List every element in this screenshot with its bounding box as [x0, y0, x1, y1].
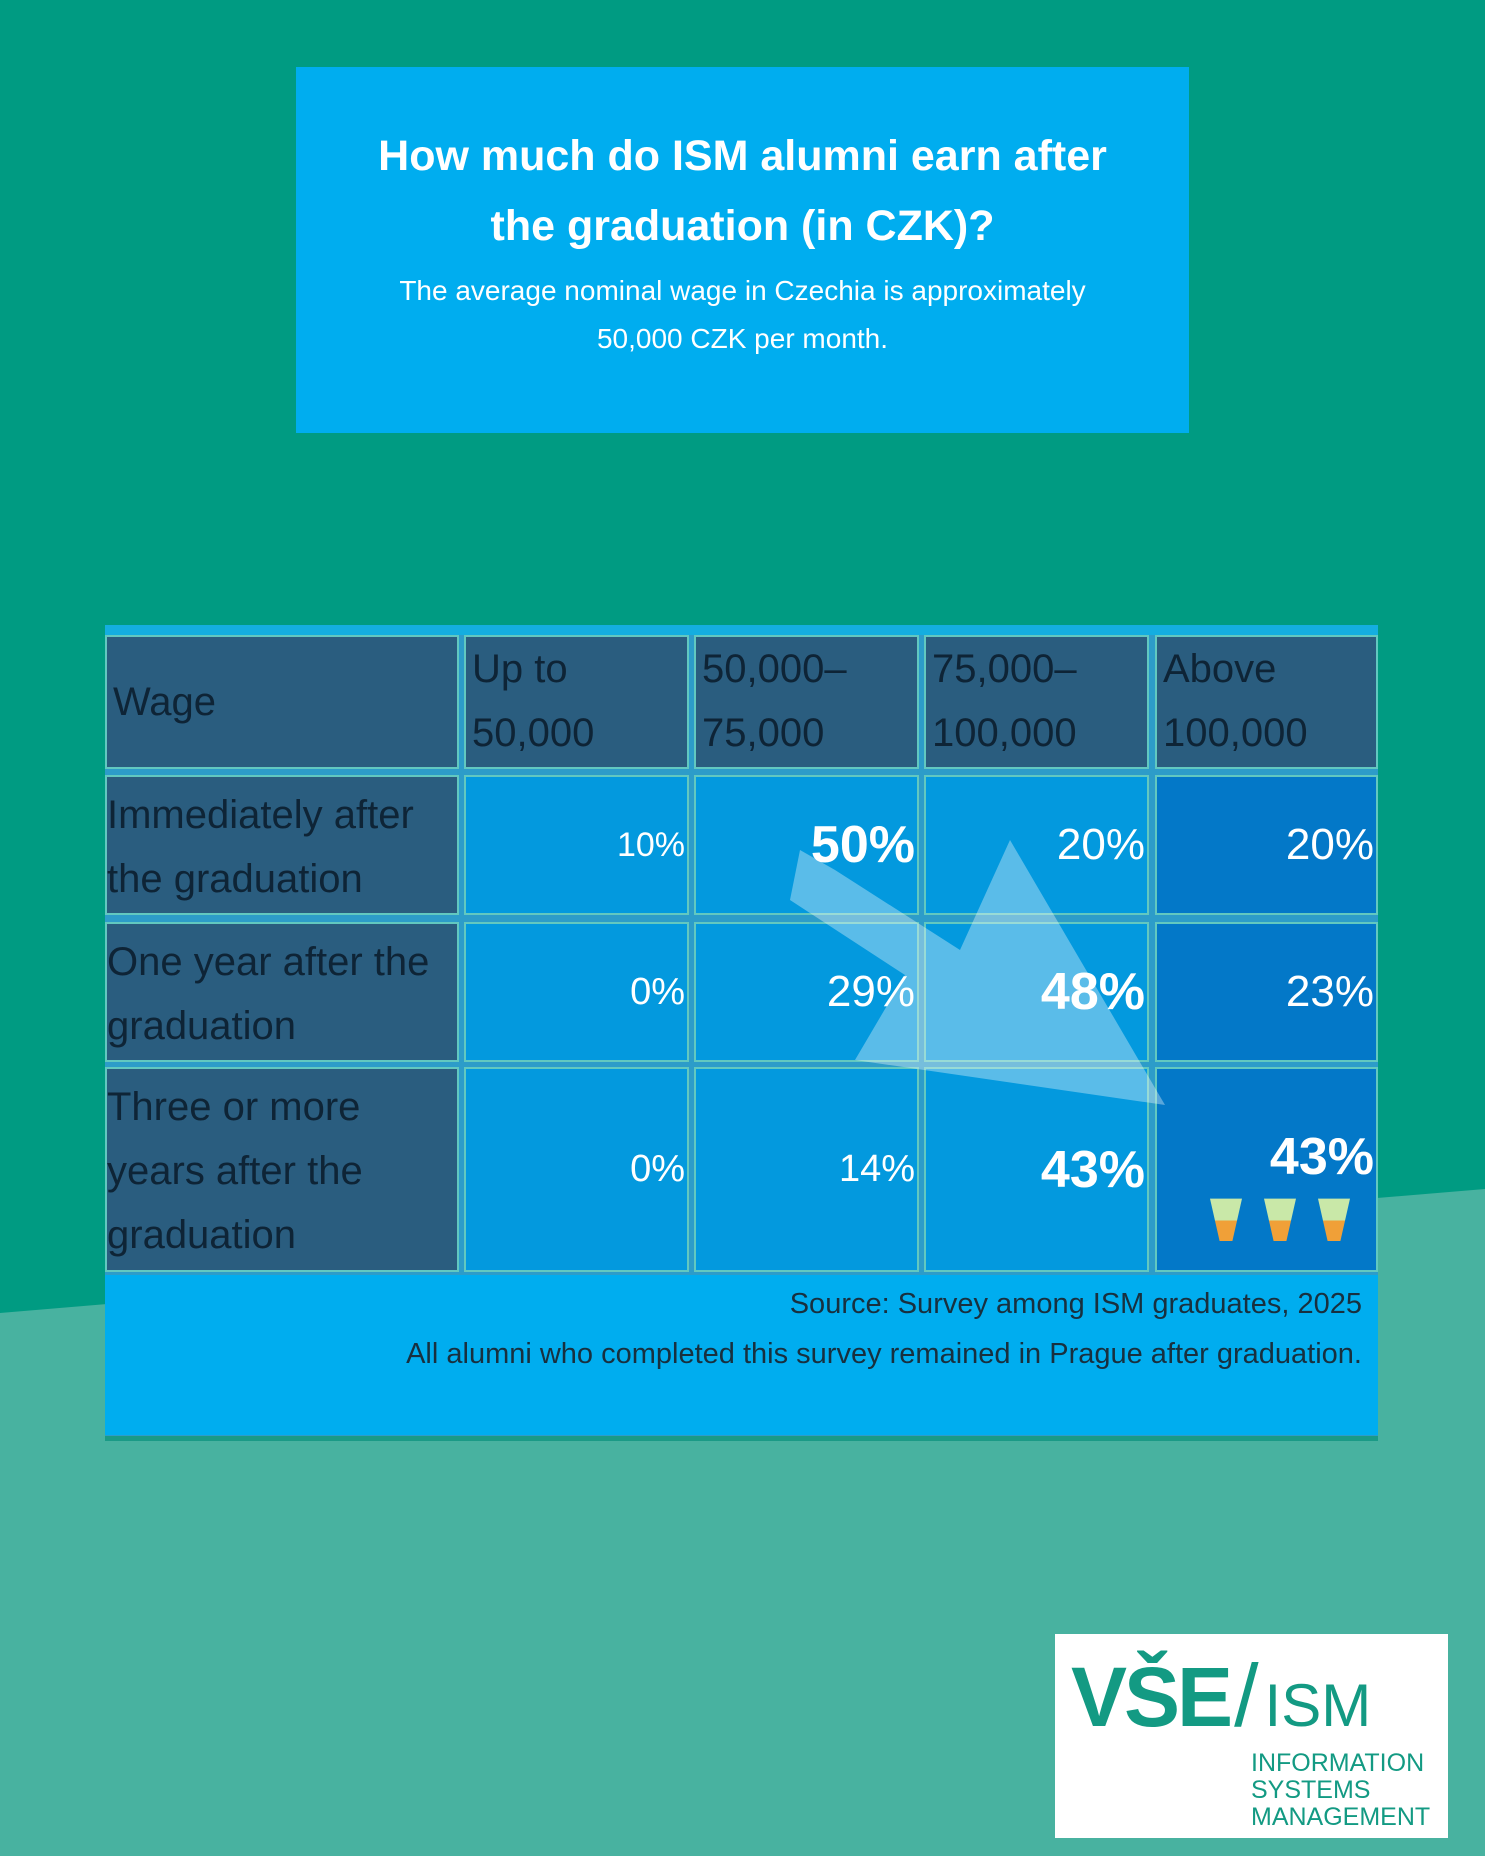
table-cell: 0% — [464, 922, 689, 1062]
logo-slash: / — [1234, 1646, 1259, 1745]
cocktail-icon — [1210, 1198, 1242, 1241]
column-header: 50,000–75,000 — [694, 635, 919, 769]
column-header: Above 100,000 — [1155, 635, 1378, 769]
table-cell: 0% — [464, 1067, 689, 1272]
table-cell-highlight: 43% — [1155, 1067, 1378, 1272]
page-title: How much do ISM alumni earn after the gr… — [378, 132, 1107, 250]
table-cell-highlight: 50% — [694, 775, 919, 915]
subtitle: The average nominal wage in Czechia is a… — [399, 275, 1086, 354]
table-cell: 23% — [1155, 922, 1378, 1062]
table-cell-highlight: 48% — [924, 922, 1149, 1062]
column-header: 75,000–100,000 — [924, 635, 1149, 769]
prague-note: All alumni who completed this survey rem… — [406, 1338, 1362, 1370]
cocktail-icon — [1264, 1198, 1296, 1241]
cocktail-icons — [1210, 1195, 1350, 1241]
logo-line: INFORMATION — [1251, 1749, 1425, 1777]
vse-ism-logo: VŠE / ISM INFORMATION SYSTEMS MANAGEMENT — [1055, 1634, 1448, 1838]
table-cell: 14% — [694, 1067, 919, 1272]
row-label: Three or more years after the graduation — [105, 1067, 459, 1272]
column-header: Up to 50,000 — [464, 635, 689, 769]
table-footer: Source: Survey among ISM graduates, 2025… — [105, 1275, 1378, 1435]
table-cell: 20% — [924, 775, 1149, 915]
logo-abbr: ISM — [1264, 1672, 1372, 1739]
table-cell: 29% — [694, 922, 919, 1062]
table-cell: 20% — [1155, 775, 1378, 915]
table-cell: 10% — [464, 775, 689, 915]
row-label: One year after the graduation — [105, 922, 459, 1062]
header-corner: Wage — [105, 635, 459, 769]
source-note: Source: Survey among ISM graduates, 2025 — [789, 1288, 1362, 1320]
cocktail-icon — [1318, 1198, 1350, 1241]
title-box: How much do ISM alumni earn after the gr… — [296, 67, 1189, 433]
logo-mark: VŠE — [1071, 1650, 1233, 1744]
table-cell-highlight: 43% — [924, 1067, 1149, 1272]
logo-line: MANAGEMENT — [1251, 1803, 1431, 1831]
row-label: Immediately after the graduation — [105, 775, 459, 915]
logo-line: SYSTEMS — [1251, 1776, 1371, 1804]
